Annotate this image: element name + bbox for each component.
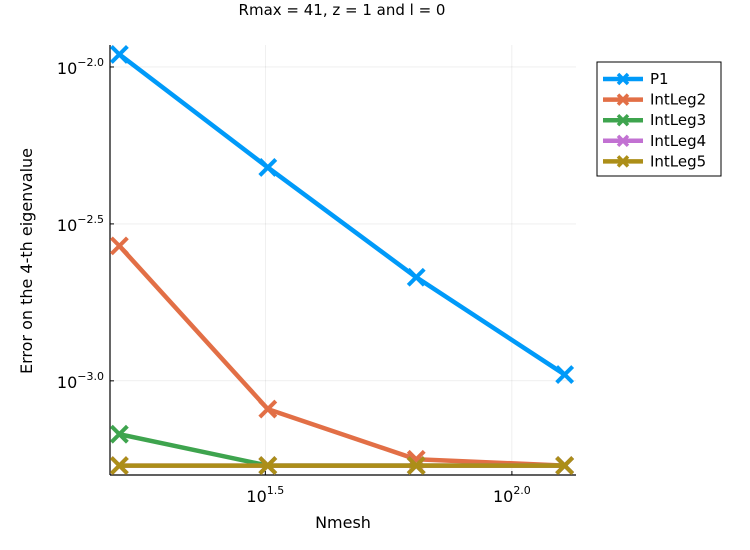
x-tick-label-0: 101.5 bbox=[246, 484, 284, 506]
series-P1 bbox=[109, 45, 575, 384]
series-layer bbox=[109, 45, 575, 475]
y-tick-label-1: 10−2.5 bbox=[57, 213, 104, 235]
marker-IntLeg5-0 bbox=[109, 456, 129, 475]
legend-label-IntLeg3: IntLeg3 bbox=[650, 111, 706, 129]
series-IntLeg2 bbox=[109, 236, 575, 475]
marker-P1-0 bbox=[109, 45, 129, 64]
series-line-P1 bbox=[117, 52, 567, 377]
tick-labels: 101.5 102.0 10−2.0 10−2.5 10−3.0 bbox=[57, 56, 531, 506]
marker-IntLeg5-1 bbox=[258, 456, 278, 475]
y-tick-label-2: 10−3.0 bbox=[57, 370, 104, 392]
legend: P1 IntLeg2 IntLeg3 IntLeg4 IntLeg5 bbox=[596, 61, 722, 177]
legend-label-IntLeg4: IntLeg4 bbox=[650, 132, 706, 150]
legend-label-IntLeg2: IntLeg2 bbox=[650, 91, 706, 109]
series-line-IntLeg2 bbox=[117, 243, 567, 468]
chart-title: Rmax = 41, z = 1 and l = 0 bbox=[239, 1, 446, 19]
marker-IntLeg2-0 bbox=[109, 236, 129, 256]
marker-IntLeg3-0 bbox=[109, 424, 129, 444]
x-tick-label-1: 102.0 bbox=[493, 484, 531, 506]
grid bbox=[110, 45, 576, 475]
x-axis-label: Nmesh bbox=[315, 513, 371, 532]
marker-P1-3 bbox=[555, 365, 575, 384]
marker-P1-1 bbox=[258, 157, 278, 177]
legend-label-P1: P1 bbox=[650, 70, 669, 88]
marker-IntLeg2-1 bbox=[258, 399, 278, 419]
marker-P1-2 bbox=[406, 267, 426, 287]
y-tick-label-0: 10−2.0 bbox=[57, 56, 104, 78]
legend-item-IntLeg5: IntLeg5 bbox=[603, 152, 706, 170]
legend-item-IntLeg3: IntLeg3 bbox=[603, 111, 706, 129]
legend-label-IntLeg5: IntLeg5 bbox=[650, 152, 706, 170]
plot-frame bbox=[109, 45, 576, 476]
legend-item-IntLeg2: IntLeg2 bbox=[603, 91, 706, 109]
marker-IntLeg5-3 bbox=[555, 456, 575, 475]
legend-item-P1: P1 bbox=[603, 70, 669, 88]
legend-item-IntLeg4: IntLeg4 bbox=[603, 132, 706, 150]
series-IntLeg5 bbox=[109, 456, 575, 475]
y-axis-label: Error on the 4-th eigenvalue bbox=[17, 148, 36, 374]
marker-IntLeg5-2 bbox=[406, 456, 426, 475]
